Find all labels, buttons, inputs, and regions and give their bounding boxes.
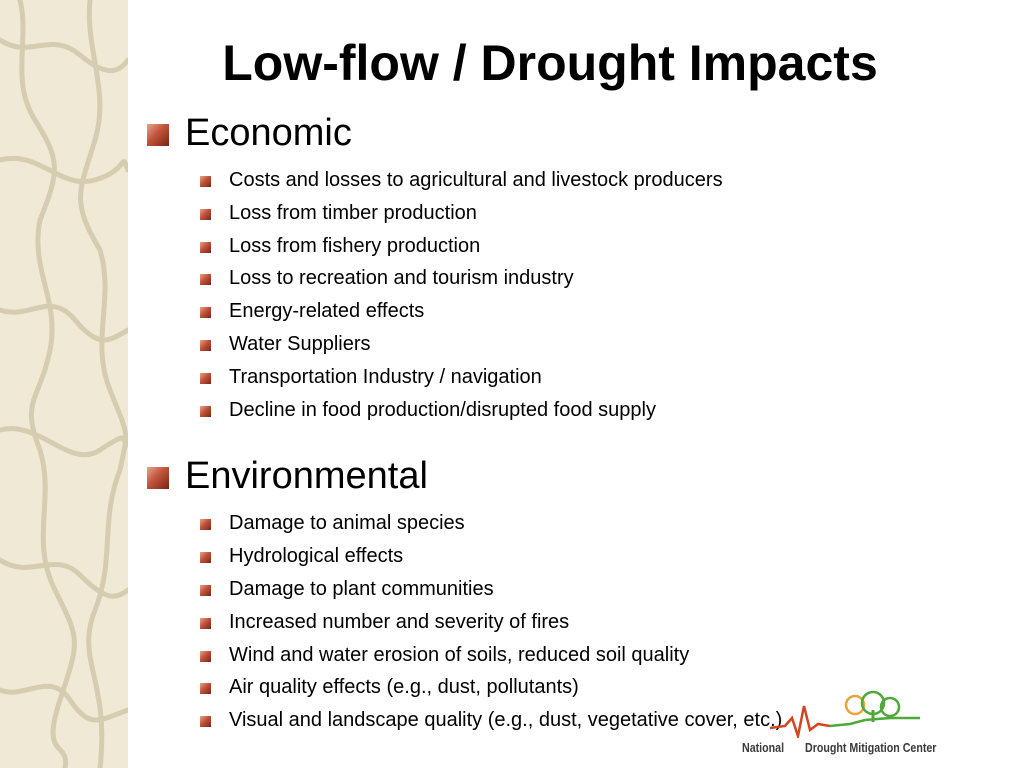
cracked-earth-texture [0, 0, 128, 768]
list-item: Energy-related effects [229, 300, 425, 323]
section-bullet [147, 467, 169, 490]
logo-graphic [770, 690, 920, 738]
list-item: Loss from timber production [229, 201, 477, 224]
item-bullet [200, 340, 211, 351]
list-item: Damage to animal species [229, 512, 465, 535]
section-heading: Environmental [185, 455, 428, 498]
item-bullet [200, 372, 211, 384]
item-bullet [200, 716, 211, 728]
item-bullet [200, 683, 211, 695]
item-bullet [200, 585, 211, 596]
item-bullet [200, 274, 211, 286]
section-heading: Economic [185, 112, 352, 154]
list-item: Air quality effects (e.g., dust, polluta… [229, 676, 579, 699]
section-bullet [147, 124, 169, 146]
list-item: Hydrological effects [229, 545, 404, 568]
item-bullet [200, 552, 211, 564]
logo-text-right: Drought Mitigation Center [805, 740, 937, 755]
item-bullet [200, 650, 211, 662]
list-item: Visual and landscape quality (e.g., dust… [229, 709, 783, 732]
list-item: Decline in food production/disrupted foo… [229, 398, 656, 421]
item-bullet [200, 307, 211, 319]
slide-title: Low-flow / Drought Impacts [222, 35, 878, 91]
item-bullet [200, 176, 211, 187]
item-bullet [200, 241, 211, 253]
list-item: Damage to plant communities [229, 578, 494, 600]
item-bullet [200, 405, 211, 417]
logo-text-left: National [742, 740, 785, 755]
item-bullet [200, 617, 211, 629]
list-item: Transportation Industry / navigation [229, 365, 542, 388]
list-item: Loss from fishery production [229, 234, 481, 257]
list-item: Water Suppliers [229, 333, 371, 355]
item-bullet [200, 208, 211, 220]
list-item: Wind and water erosion of soils, reduced… [229, 643, 690, 666]
list-item: Loss to recreation and tourism industry [229, 267, 574, 290]
item-bullet [200, 519, 211, 531]
list-item: Costs and losses to agricultural and liv… [229, 169, 723, 191]
list-item: Increased number and severity of fires [229, 610, 570, 633]
